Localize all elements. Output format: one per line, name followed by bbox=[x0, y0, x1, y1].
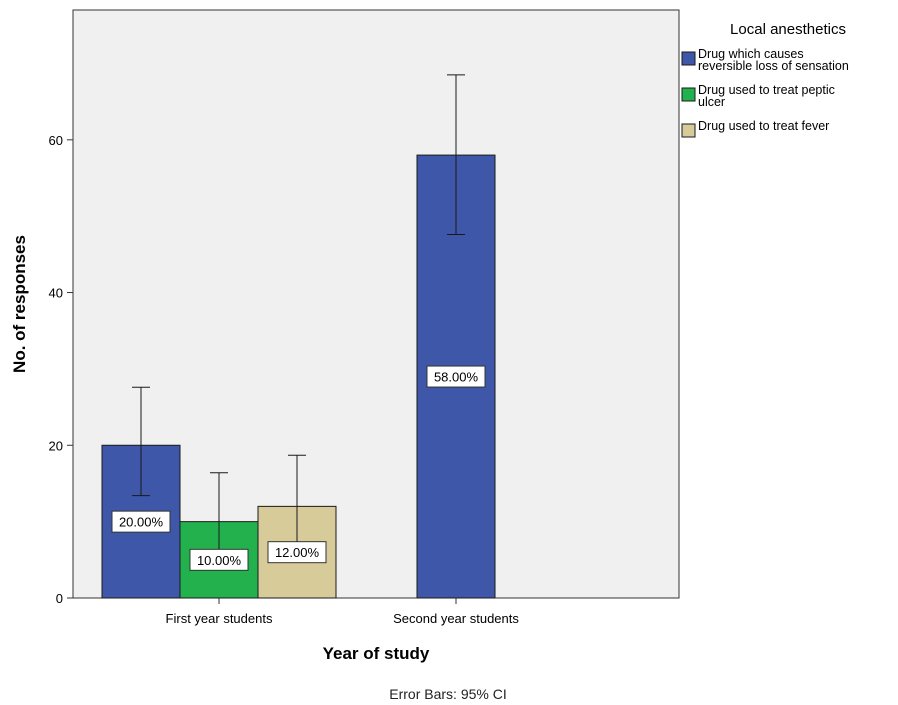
y-tick-label-40: 40 bbox=[49, 286, 63, 301]
error-bars-note: Error Bars: 95% CI bbox=[389, 686, 506, 702]
legend-title: Local anesthetics bbox=[730, 21, 846, 38]
x-axis: First year students Second year students bbox=[166, 598, 519, 626]
legend: Local anesthetics Drug which causes rever… bbox=[681, 21, 849, 138]
data-label-1-series-3: 12.00% bbox=[275, 545, 320, 560]
y-tick-label-20: 20 bbox=[49, 438, 63, 453]
data-label-box-1-series-2 bbox=[189, 548, 249, 571]
y-axis-title: No. of responses bbox=[10, 235, 29, 373]
y-tick-label-60: 60 bbox=[49, 133, 63, 148]
data-label-box-2-series-1 bbox=[426, 365, 486, 388]
data-label-1-series-2: 10.00% bbox=[197, 553, 242, 568]
y-tick-label-0: 0 bbox=[56, 591, 63, 606]
legend-label-3: Drug used to treat fever bbox=[698, 119, 829, 133]
x-tick-label-2: Second year students bbox=[393, 611, 519, 626]
legend-label-2: Drug used to treat peptic ulcer bbox=[698, 83, 835, 109]
data-label-1-series-1: 20.00% bbox=[119, 515, 164, 530]
data-label-2-series-1: 58.00% bbox=[434, 370, 479, 385]
legend-swatch-1 bbox=[681, 51, 696, 66]
legend-swatch-3 bbox=[681, 123, 696, 138]
y-axis: 0 20 40 60 bbox=[49, 133, 73, 606]
x-axis-title: Year of study bbox=[323, 644, 430, 663]
data-label-box-1-series-1 bbox=[111, 510, 171, 533]
data-label-box-1-series-3 bbox=[267, 541, 327, 564]
x-tick-label-1: First year students bbox=[166, 611, 273, 626]
legend-label-1: Drug which causes reversible loss of sens… bbox=[698, 47, 849, 73]
legend-swatch-2 bbox=[681, 87, 696, 102]
data-labels-layer: 20.00% 10.00% 12.00% 58.00% bbox=[111, 365, 486, 571]
